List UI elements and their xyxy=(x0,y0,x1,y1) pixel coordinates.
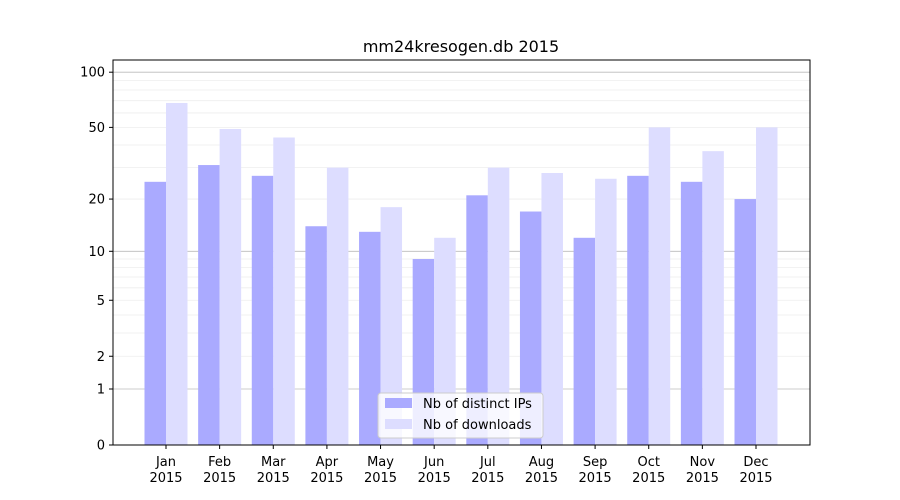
x-tick-label: Jun xyxy=(423,455,444,470)
y-axis: 0 1 2 5 10 20 50 100 xyxy=(80,66,113,454)
chart-title: mm24kresogen.db 2015 xyxy=(363,37,559,56)
x-tick-label: Mar xyxy=(261,455,286,470)
x-axis: Jan2015Feb2015Mar2015Apr2015May2015Jun20… xyxy=(149,445,773,486)
bar-downloads xyxy=(219,128,242,445)
x-tick-label: 2015 xyxy=(739,471,772,486)
bar-downloads xyxy=(380,207,403,445)
x-tick-label: Aug xyxy=(529,455,554,470)
y-tick-label: 2 xyxy=(97,350,105,365)
bar-ips xyxy=(680,181,703,446)
bar-downloads xyxy=(702,151,724,445)
y-tick-label: 10 xyxy=(88,245,105,260)
x-tick-label: Oct xyxy=(637,455,659,470)
legend-swatch-downloads xyxy=(385,419,412,429)
bar-downloads xyxy=(756,127,778,446)
bar-downloads xyxy=(166,102,188,446)
x-tick-label: 2015 xyxy=(579,471,612,486)
bar-ips xyxy=(519,211,542,445)
x-tick-label: Sep xyxy=(583,455,608,470)
bar-downloads xyxy=(595,178,617,445)
bar-downloads xyxy=(273,137,295,445)
y-tick-label: 50 xyxy=(88,121,105,136)
legend-swatch-ips xyxy=(385,398,412,408)
x-tick-label: Jan xyxy=(155,455,176,470)
x-tick-label: 2015 xyxy=(525,471,558,486)
x-tick-label: Jul xyxy=(479,455,496,470)
x-tick-label: Dec xyxy=(743,455,768,470)
bar-ips xyxy=(305,226,327,445)
bar-ips xyxy=(359,231,381,445)
legend: Nb of distinct IPs Nb of downloads xyxy=(377,392,544,439)
x-tick-label: Nov xyxy=(690,455,716,470)
x-tick-label: 2015 xyxy=(686,471,719,486)
legend-label-downloads: Nb of downloads xyxy=(423,418,532,433)
y-tick-label: 1 xyxy=(97,383,105,398)
x-tick-label: 2015 xyxy=(471,471,504,486)
bar-downloads xyxy=(326,167,349,445)
bar-downloads xyxy=(541,172,563,446)
y-tick-label: 0 xyxy=(97,439,105,454)
x-tick-label: 2015 xyxy=(257,471,290,486)
bar-ips xyxy=(573,237,596,445)
x-tick-label: 2015 xyxy=(310,471,343,486)
x-tick-label: 2015 xyxy=(203,471,236,486)
plot-frame xyxy=(112,59,811,446)
legend-label-ips: Nb of distinct IPs xyxy=(423,397,532,412)
x-tick-label: Feb xyxy=(208,455,231,470)
x-tick-label: 2015 xyxy=(632,471,665,486)
y-tick-label: 20 xyxy=(88,193,105,208)
x-tick-label: Apr xyxy=(316,455,339,470)
bar-ips xyxy=(198,165,220,445)
y-tick-label: 5 xyxy=(97,294,105,309)
x-tick-label: May xyxy=(367,455,394,470)
bar-downloads xyxy=(648,127,671,446)
bar-ips xyxy=(466,195,488,445)
bar-ips xyxy=(144,181,166,446)
x-tick-label: 2015 xyxy=(364,471,397,486)
bar-ips xyxy=(734,199,756,445)
x-tick-label: 2015 xyxy=(149,471,182,486)
bar-ips xyxy=(627,175,649,445)
bar-downloads xyxy=(487,167,510,445)
bar-ips xyxy=(251,175,274,445)
x-tick-label: 2015 xyxy=(418,471,451,486)
y-tick-label: 100 xyxy=(80,66,105,81)
